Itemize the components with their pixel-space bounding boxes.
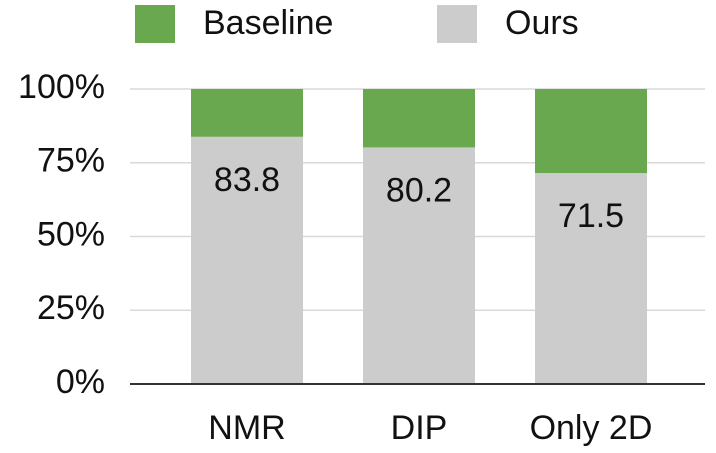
data-label: 71.5 — [558, 197, 624, 235]
data-label: 80.2 — [386, 171, 452, 209]
legend-label: Ours — [505, 4, 579, 42]
bar-segment — [535, 173, 647, 384]
data-label: 83.8 — [214, 161, 280, 199]
y-tick-label: 25% — [37, 289, 105, 327]
x-tick-label: NMR — [208, 409, 285, 447]
legend-swatch — [437, 5, 477, 43]
y-tick-label: 0% — [56, 363, 105, 401]
y-tick-label: 100% — [18, 68, 105, 106]
y-tick-label: 75% — [37, 142, 105, 180]
bar-segment — [363, 147, 475, 384]
y-tick-label: 50% — [37, 215, 105, 253]
x-tick-label: DIP — [391, 409, 448, 447]
bar-segment — [191, 136, 303, 384]
bar-segment — [363, 89, 475, 148]
bar-segment — [535, 89, 647, 174]
x-tick-label: Only 2D — [530, 409, 653, 447]
legend-label: Baseline — [203, 4, 333, 42]
legend-swatch — [135, 5, 175, 43]
bar-segment — [191, 89, 303, 137]
